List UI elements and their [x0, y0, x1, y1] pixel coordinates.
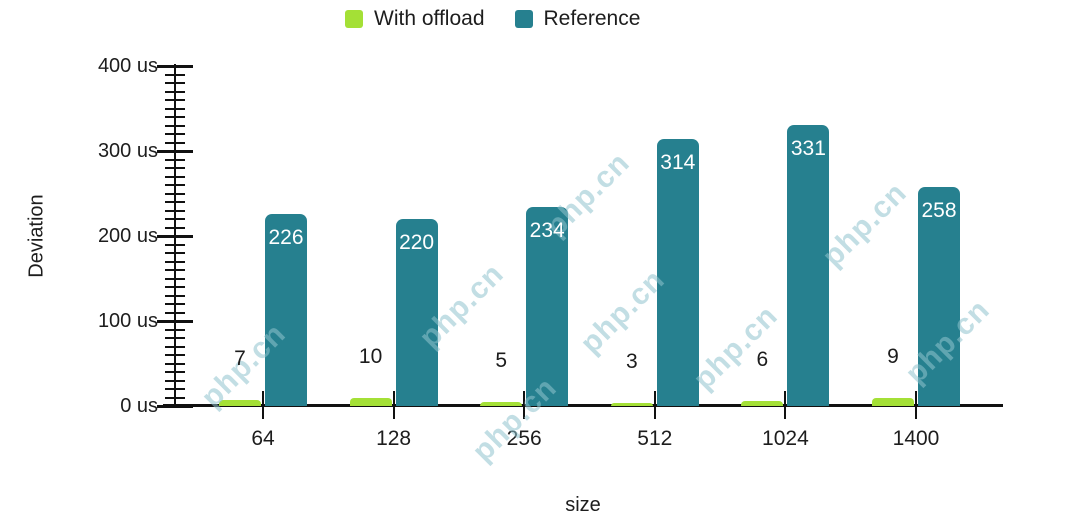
y-axis-minor-tick [165, 124, 185, 127]
x-axis-tick-label: 256 [506, 427, 542, 450]
y-axis-minor-tick [165, 116, 185, 118]
with-offload-value-label: 3 [625, 350, 638, 373]
x-axis-tick-label: 1400 [892, 427, 940, 450]
y-axis-minor-tick [165, 226, 185, 229]
x-axis-title: size [565, 494, 601, 516]
with-offload-value-label: 10 [358, 344, 383, 368]
y-axis-major-tick [157, 319, 193, 323]
y-axis-major-tick [157, 64, 193, 68]
y-axis-major-tick [157, 234, 193, 238]
y-axis-minor-tick [165, 345, 185, 348]
y-axis-minor-tick [165, 371, 185, 373]
y-axis-minor-tick [165, 167, 185, 169]
y-axis-minor-tick [165, 218, 185, 220]
x-axis-tick-label: 1024 [762, 427, 809, 450]
with-offload-bar [741, 400, 784, 406]
reference-bar [787, 124, 830, 406]
y-axis-minor-tick [165, 175, 185, 178]
watermark: php.cn [816, 176, 914, 274]
y-axis-tick-label: 200 us [97, 225, 158, 247]
y-axis-major-tick [157, 149, 193, 153]
legend-item-with-offload: With offload [345, 7, 485, 31]
y-axis-minor-tick [165, 209, 185, 212]
y-axis-minor-tick [165, 133, 185, 135]
x-axis-tick-label: 512 [637, 427, 673, 450]
x-axis-tick-label: 128 [376, 427, 412, 450]
with-offload-bar [872, 398, 914, 406]
y-axis-minor-tick [165, 294, 185, 297]
y-axis-minor-tick [165, 82, 185, 84]
with-offload-value-label: 9 [887, 345, 899, 369]
x-axis-tick [392, 391, 395, 419]
with-offload-swatch-icon [345, 10, 363, 28]
y-axis-minor-tick [165, 379, 185, 382]
with-offload-value-label: 7 [234, 347, 246, 371]
with-offload-value-label: 6 [756, 347, 769, 371]
legend-label-reference: Reference [543, 7, 641, 30]
y-axis-minor-tick [165, 286, 185, 288]
reference-bar [395, 219, 438, 406]
with-offload-bar [610, 403, 653, 406]
y-axis-minor-tick [165, 141, 185, 144]
y-axis-tick-label: 100 us [97, 310, 158, 332]
y-axis-minor-tick [165, 252, 185, 254]
x-axis-tick [262, 391, 264, 419]
with-offload-bar [480, 401, 523, 406]
x-axis-tick [653, 391, 656, 419]
y-axis-minor-tick [165, 73, 185, 76]
legend-item-reference: Reference [514, 7, 641, 31]
reference-bar [656, 139, 699, 406]
y-axis-minor-tick [165, 337, 185, 339]
y-axis-minor-tick [165, 201, 185, 203]
reference-value-label: 258 [921, 198, 957, 222]
legend: With offload Reference [345, 7, 640, 31]
x-axis-tick [523, 391, 526, 419]
with-offload-value-label: 5 [495, 348, 508, 372]
y-axis-minor-tick [165, 354, 185, 356]
x-axis-tick [784, 391, 787, 419]
y-axis-minor-tick [165, 388, 185, 390]
y-axis-minor-tick [165, 311, 185, 314]
y-axis-minor-tick [165, 90, 185, 93]
y-axis-minor-tick [165, 396, 185, 399]
y-axis-minor-tick [165, 260, 185, 263]
y-axis-tick-label: 0 us [120, 395, 158, 417]
reference-bar [526, 207, 569, 406]
reference-bar [918, 186, 960, 406]
reference-bar [265, 213, 307, 406]
x-axis-tick-label: 64 [251, 427, 275, 450]
y-axis-minor-tick [165, 192, 185, 195]
y-axis-minor-tick [165, 184, 185, 186]
reference-value-label: 314 [660, 151, 696, 175]
y-axis-minor-tick [165, 303, 185, 305]
y-axis-minor-tick [165, 107, 185, 110]
reference-value-label: 234 [529, 219, 565, 243]
x-axis-line [163, 404, 1003, 407]
y-axis-minor-tick [165, 243, 185, 246]
reference-swatch-icon [514, 10, 533, 28]
y-axis-minor-tick [165, 362, 185, 365]
reference-value-label: 331 [790, 136, 826, 160]
x-axis-tick [915, 391, 917, 419]
reference-value-label: 226 [268, 225, 304, 249]
y-axis-minor-tick [165, 99, 185, 101]
y-axis-minor-tick [165, 158, 185, 161]
y-axis-minor-tick [165, 277, 185, 280]
with-offload-bar [219, 400, 261, 406]
legend-label-with-offload: With offload [374, 7, 485, 30]
y-axis-minor-tick [165, 269, 185, 271]
y-axis-tick-label: 400 us [97, 55, 158, 77]
with-offload-bar [349, 397, 392, 406]
y-axis-minor-tick [165, 328, 185, 331]
y-axis-tick-label: 300 us [97, 140, 158, 162]
reference-value-label: 220 [399, 231, 435, 254]
